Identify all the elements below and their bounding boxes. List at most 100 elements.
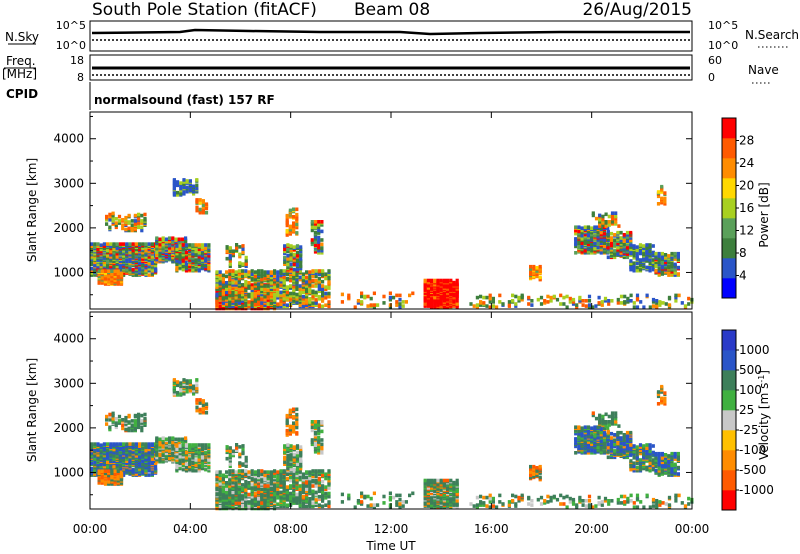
power-cell [586, 233, 591, 238]
velocity-cell [200, 443, 205, 447]
power-cell [673, 251, 677, 256]
power-cell [244, 264, 248, 268]
power-cell [635, 261, 639, 265]
power-cell [308, 300, 312, 304]
power-cell [601, 217, 605, 222]
power-cell [112, 242, 116, 246]
power-cell [96, 247, 100, 252]
power-cell [228, 290, 232, 295]
power-cell [282, 293, 286, 298]
power-cell [289, 257, 293, 261]
velocity-cell [128, 453, 132, 457]
power-cell [654, 251, 658, 256]
velocity-cell [198, 401, 202, 405]
power-cell [218, 278, 222, 283]
power-cell [310, 240, 314, 244]
power-cell [295, 212, 299, 217]
power-cell [660, 270, 664, 274]
power-cell [228, 297, 232, 301]
power-cell [623, 300, 627, 304]
power-cell [543, 301, 547, 305]
power-cell [295, 253, 300, 258]
power-cell [247, 272, 251, 276]
power-cell [305, 303, 309, 307]
velocity-cell [204, 406, 209, 411]
power-cell [237, 301, 241, 305]
power-cell [140, 228, 144, 233]
power-cell [327, 300, 331, 304]
power-cell [310, 225, 314, 229]
power-cell [642, 252, 646, 257]
velocity-cell [155, 459, 159, 464]
power-cell [660, 196, 664, 201]
power-cell [276, 293, 280, 298]
velocity-cell [109, 442, 113, 446]
power-cell [663, 202, 667, 206]
power-cell [283, 262, 287, 266]
velocity-cell [144, 448, 148, 453]
velocity-cell [200, 447, 205, 452]
power-cell [231, 286, 235, 290]
power-cell [321, 290, 325, 295]
power-cell [181, 261, 185, 265]
power-cell [195, 178, 199, 182]
power-cell [305, 279, 309, 284]
power-cell [244, 288, 248, 293]
velocity-cell [178, 446, 182, 450]
power-cell [320, 248, 324, 253]
velocity-cell [201, 409, 205, 414]
power-cell [289, 278, 293, 283]
power-cell [660, 190, 664, 194]
velocity-cell [201, 399, 205, 403]
power-cell [215, 302, 219, 306]
power-cell [283, 249, 287, 254]
power-cell [181, 259, 185, 263]
power-cell [398, 302, 402, 306]
power-cell [231, 290, 235, 295]
power-cell [215, 292, 219, 297]
power-cell [285, 303, 289, 307]
power-cell [661, 301, 665, 305]
power-cell [317, 276, 321, 281]
power-cell [299, 249, 303, 254]
power-cell [121, 218, 125, 222]
power-cell [283, 260, 287, 264]
power-cell [260, 279, 264, 284]
nsearch-tick-top: 10^5 [708, 19, 738, 32]
power-cell [194, 267, 198, 272]
power-cell [198, 201, 202, 205]
power-cell [632, 249, 636, 254]
velocity-cell [161, 436, 165, 440]
power-cell [107, 269, 111, 273]
power-cell [138, 242, 142, 246]
power-cell [108, 214, 112, 219]
power-cell [204, 210, 209, 215]
velocity-cell [201, 405, 205, 410]
power-cell [648, 245, 652, 249]
power-cell [609, 243, 614, 248]
velocity-cell [158, 448, 162, 452]
power-ylabel: Slant Range [km] [25, 158, 39, 262]
power-cell [133, 222, 137, 226]
velocity-cell [127, 420, 131, 424]
power-cell [616, 241, 620, 246]
power-cell [133, 226, 137, 231]
power-cell [105, 218, 109, 222]
power-cell [150, 248, 154, 253]
power-cell [536, 297, 540, 302]
velocity-cell [175, 467, 179, 472]
power-cell [198, 207, 202, 212]
power-cell [607, 214, 611, 219]
power-cell [580, 230, 584, 235]
power-cell [670, 270, 674, 274]
power-cell [599, 250, 603, 254]
velocity-cell [192, 392, 196, 396]
power-cell [654, 255, 658, 259]
power-cell [363, 294, 367, 299]
power-cell [96, 266, 100, 271]
power-cell [115, 264, 119, 269]
power-cell [317, 239, 321, 243]
power-cell [257, 272, 261, 276]
power-cell [238, 245, 242, 249]
power-cell [257, 284, 261, 288]
